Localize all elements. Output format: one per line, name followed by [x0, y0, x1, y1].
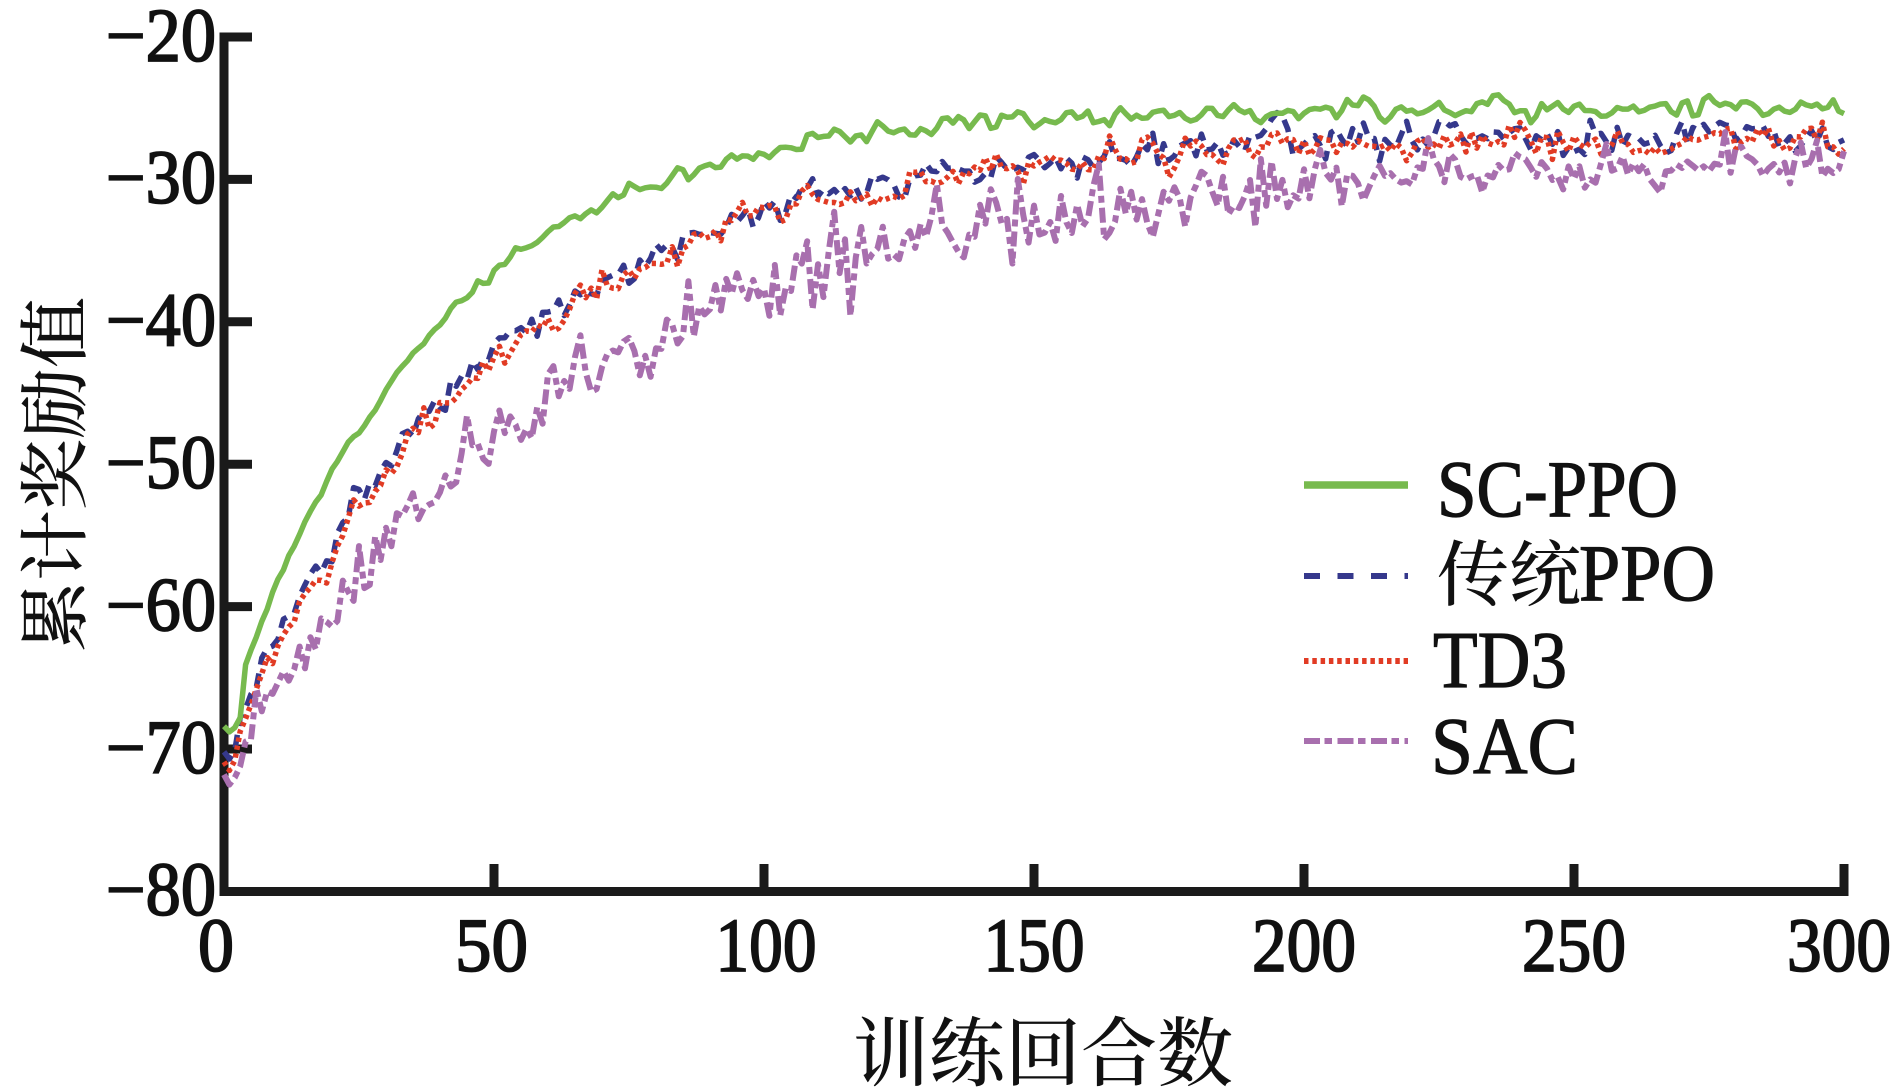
- svg-text:150: 150: [984, 904, 1085, 988]
- svg-text:−20: −20: [106, 0, 216, 78]
- svg-text:250: 250: [1522, 904, 1626, 988]
- svg-text:−60: −60: [106, 563, 216, 647]
- svg-text:TD3: TD3: [1433, 617, 1567, 705]
- svg-text:50: 50: [455, 904, 528, 988]
- svg-text:SAC: SAC: [1431, 703, 1578, 791]
- svg-text:300: 300: [1787, 904, 1890, 988]
- svg-text:−80: −80: [106, 848, 216, 932]
- svg-text:PPO: PPO: [1579, 530, 1715, 618]
- svg-text:−70: −70: [106, 706, 216, 790]
- svg-text:200: 200: [1252, 904, 1356, 988]
- svg-text:SC-PPO: SC-PPO: [1437, 446, 1678, 534]
- svg-text:100: 100: [716, 904, 817, 988]
- svg-text:−50: −50: [106, 421, 216, 505]
- svg-text:−30: −30: [106, 136, 216, 220]
- svg-text:0: 0: [198, 904, 234, 988]
- svg-text:−40: −40: [106, 279, 216, 363]
